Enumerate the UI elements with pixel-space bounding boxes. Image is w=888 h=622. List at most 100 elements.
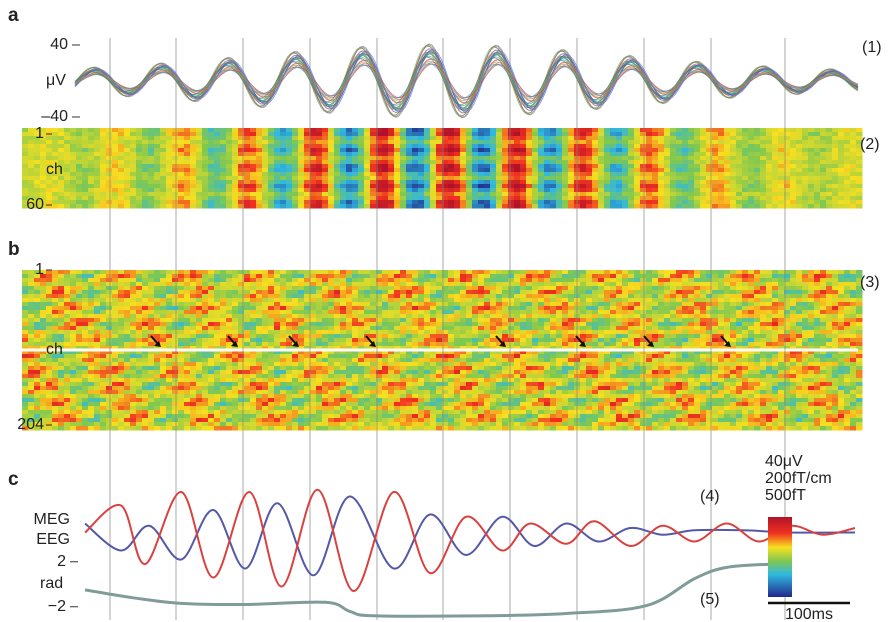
heatmap-cell: [652, 132, 659, 137]
heatmap-cell: [22, 302, 29, 307]
heatmap-cell: [130, 334, 137, 339]
heatmap-cell: [754, 176, 761, 181]
heatmap-cell: [760, 188, 767, 193]
heatmap-cell: [460, 132, 467, 137]
heatmap-cell: [46, 286, 53, 291]
heatmap-cell: [208, 148, 215, 153]
heatmap-cell: [76, 394, 83, 399]
heatmap-cell: [22, 128, 29, 133]
heatmap-cell: [256, 278, 263, 283]
heatmap-cell: [520, 156, 527, 161]
heatmap-cell: [166, 192, 173, 197]
heatmap-cell: [688, 184, 695, 189]
heatmap-cell: [592, 132, 599, 137]
heatmap-cell: [244, 140, 251, 145]
heatmap-cell: [256, 334, 263, 339]
heatmap-cell: [130, 306, 137, 311]
heatmap-cell: [34, 318, 41, 323]
heatmap-cell: [436, 160, 443, 165]
heatmap-cell: [76, 200, 83, 205]
heatmap-cell: [328, 164, 335, 169]
heatmap-cell: [82, 270, 89, 275]
heatmap-cell: [358, 184, 365, 189]
heatmap-cell: [298, 188, 305, 193]
heatmap-cell: [172, 422, 179, 427]
heatmap-cell: [172, 366, 179, 371]
heatmap-cell: [130, 426, 137, 431]
heatmap-cell: [292, 200, 299, 205]
heatmap-cell: [838, 148, 845, 153]
heatmap-cell: [172, 192, 179, 197]
heatmap-cell: [466, 160, 473, 165]
heatmap-cell: [250, 354, 257, 359]
heatmap-cell: [124, 386, 131, 391]
heatmap-cell: [88, 286, 95, 291]
heatmap-cell: [592, 152, 599, 157]
heatmap-cell: [28, 160, 35, 165]
heatmap-cell: [652, 184, 659, 189]
heatmap-cell: [778, 132, 785, 137]
heatmap-cell: [268, 354, 275, 359]
heatmap-cell: [826, 196, 833, 201]
heatmap-cell: [526, 160, 533, 165]
heatmap-cell: [172, 144, 179, 149]
heatmap-cell: [334, 334, 341, 339]
heatmap-cell: [496, 168, 503, 173]
heatmap-cell: [280, 168, 287, 173]
heatmap-cell: [280, 358, 287, 363]
heatmap-cell: [28, 144, 35, 149]
heatmap-cell: [88, 318, 95, 323]
heatmap-cell: [202, 128, 209, 133]
heatmap-cell: [334, 422, 341, 427]
heatmap-cell: [352, 184, 359, 189]
heatmap-cell: [808, 168, 815, 173]
heatmap-cell: [130, 358, 137, 363]
heatmap-cell: [94, 426, 101, 431]
heatmap-cell: [844, 148, 851, 153]
heatmap-cell: [736, 156, 743, 161]
heatmap-cell: [136, 140, 143, 145]
heatmap-cell: [484, 200, 491, 205]
heatmap-cell: [262, 286, 269, 291]
heatmap-cell: [256, 136, 263, 141]
heatmap-cell: [178, 278, 185, 283]
heatmap-cell: [298, 164, 305, 169]
heatmap-cell: [40, 314, 47, 319]
heatmap-cell: [274, 306, 281, 311]
heatmap-cell: [532, 148, 539, 153]
heatmap-cell: [28, 410, 35, 415]
heatmap-cell: [184, 144, 191, 149]
heatmap-cell: [526, 164, 533, 169]
heatmap-cell: [166, 144, 173, 149]
heatmap-cell: [358, 200, 365, 205]
heatmap-cell: [28, 330, 35, 335]
heatmap-cell: [418, 160, 425, 165]
heatmap-cell: [316, 418, 323, 423]
heatmap-cell: [496, 196, 503, 201]
heatmap-cell: [340, 298, 347, 303]
heatmap-cell: [82, 338, 89, 343]
heatmap-cell: [28, 386, 35, 391]
heatmap-cell: [484, 192, 491, 197]
heatmap-cell: [136, 132, 143, 137]
heatmap-cell: [256, 168, 263, 173]
heatmap-cell: [154, 314, 161, 319]
heatmap-cell: [28, 286, 35, 291]
heatmap-cell: [592, 184, 599, 189]
heatmap-cell: [562, 132, 569, 137]
heatmap-cell: [202, 418, 209, 423]
heatmap-cell: [154, 326, 161, 331]
heatmaps: [22, 128, 863, 431]
heatmap-cell: [562, 192, 569, 197]
heatmap-cell: [130, 278, 137, 283]
heatmap-cell: [118, 298, 125, 303]
heatmap-cell: [280, 334, 287, 339]
heatmap-cell: [310, 342, 317, 347]
heatmap-cell: [580, 128, 587, 133]
heatmap-cell: [532, 176, 539, 181]
heatmap-cell: [220, 426, 227, 431]
heatmap-cell: [214, 390, 221, 395]
heatmap-cell: [70, 200, 77, 205]
heatmap-cell: [730, 136, 737, 141]
heatmap-cell: [466, 132, 473, 137]
